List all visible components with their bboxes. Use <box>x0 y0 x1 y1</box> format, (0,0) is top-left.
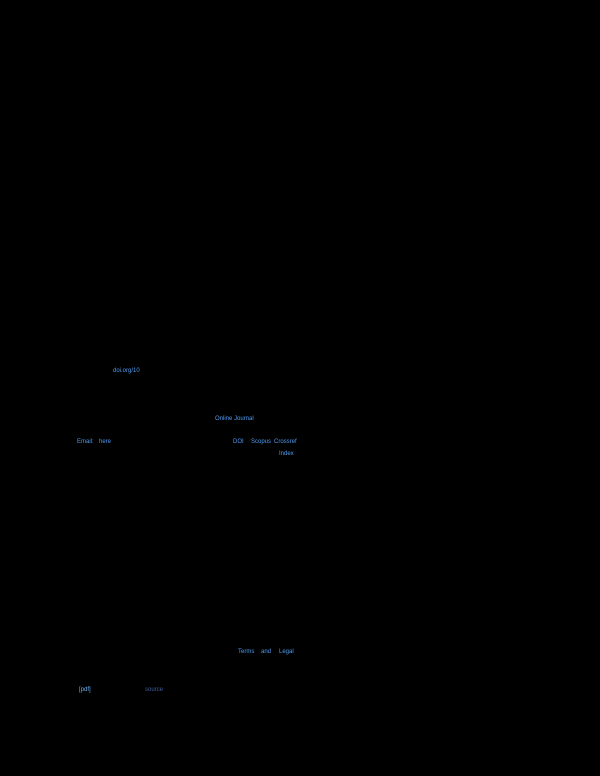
link-email-hyperlink[interactable]: here <box>99 439 112 445</box>
link-legal-hyperlink[interactable]: Legal <box>279 649 294 655</box>
link-scopus-hyperlink[interactable]: Scopus <box>251 439 272 445</box>
link-index-hyperlink[interactable]: Index <box>279 451 294 457</box>
link-terms-hyperlink[interactable]: Terms <box>238 649 255 655</box>
link-doi-hyperlink[interactable]: doi.org/10 <box>113 368 140 374</box>
link-doi-2-hyperlink[interactable]: DOI <box>233 439 244 445</box>
link-pdf-hyperlink[interactable]: [pdf] <box>79 687 91 693</box>
link-email-label-hyperlink[interactable]: Email: <box>77 439 94 445</box>
link-and-hyperlink[interactable]: and <box>261 649 272 655</box>
link-journal-hyperlink[interactable]: Online Journal <box>215 416 254 422</box>
link-crossref-hyperlink[interactable]: Crossref <box>274 439 297 445</box>
link-source-hyperlink[interactable]: source <box>145 687 164 693</box>
